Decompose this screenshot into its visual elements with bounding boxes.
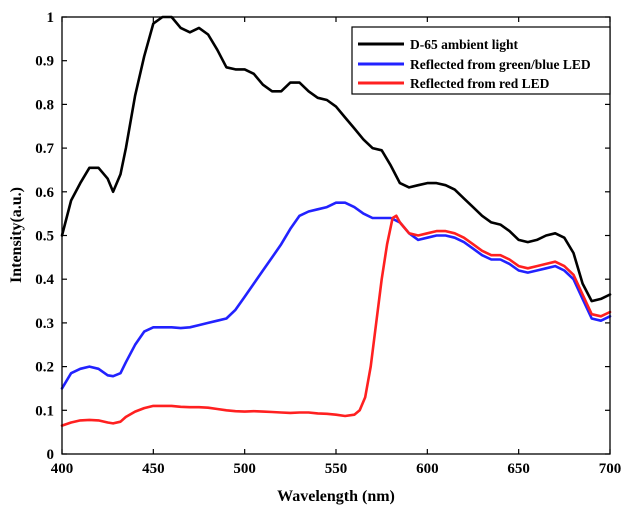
y-tick-label: 0.8	[35, 97, 54, 113]
y-tick-label: 0.3	[35, 316, 54, 332]
y-tick-label: 0.9	[35, 54, 54, 70]
legend-label-green-blue: Reflected from green/blue LED	[410, 57, 591, 72]
ticks-layer: 400 450 500 550 600 650 700 0 0.1 0.2 0.3 0.4 0.5 0.6…	[35, 10, 621, 477]
series-line-1	[60, 201, 612, 390]
x-axis-title: Wavelength (nm)	[277, 488, 395, 505]
legend-label-red: Reflected from red LED	[410, 76, 550, 91]
y-tick-label: 0.6	[35, 185, 54, 201]
y-tick-label: 0.5	[35, 229, 54, 245]
y-tick-label: 0	[47, 447, 55, 463]
y-tick-label: 0.1	[35, 403, 54, 419]
legend-label-d65: D-65 ambient light	[410, 37, 519, 52]
x-tick-label: 500	[233, 461, 256, 477]
series-layer	[60, 15, 612, 427]
x-tick-label: 450	[142, 461, 165, 477]
series-line-2	[60, 214, 612, 427]
y-tick-label: 0.2	[35, 360, 54, 376]
legend: D-65 ambient light Reflected from green/…	[351, 26, 611, 95]
y-tick-label: 0.4	[35, 272, 54, 288]
x-tick-label: 700	[599, 461, 622, 477]
x-tick-label: 550	[325, 461, 348, 477]
series-line-0	[60, 15, 612, 303]
x-tick-label: 600	[416, 461, 439, 477]
y-tick-label: 1	[47, 10, 55, 26]
x-tick-label: 400	[51, 461, 74, 477]
y-tick-label: 0.7	[35, 141, 54, 157]
x-tick-label: 650	[507, 461, 530, 477]
y-axis-title: Intensity(a.u.)	[8, 187, 25, 283]
